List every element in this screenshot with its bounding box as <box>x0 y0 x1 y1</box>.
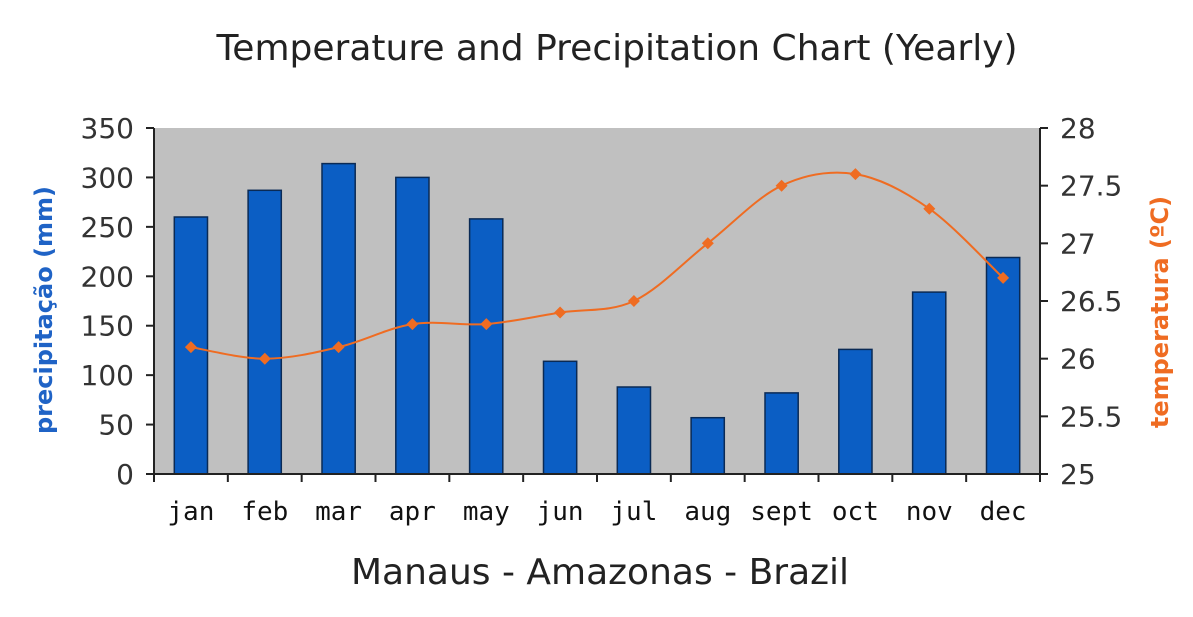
x-category-label: jun <box>537 497 584 527</box>
x-category-label: sept <box>750 497 813 527</box>
y-right-tick-label: 27.5 <box>1060 170 1122 203</box>
chart-subtitle: Manaus - Amazonas - Brazil <box>351 552 849 593</box>
x-category-label: jul <box>610 497 657 527</box>
precipitation-bar-feb <box>247 189 283 475</box>
temperature-marker-may <box>480 318 493 331</box>
precipitation-bar-jun <box>542 360 578 475</box>
y-right-tick-label: 27 <box>1060 227 1096 260</box>
temperature-marker-apr <box>406 318 419 331</box>
precipitation-bar-mar <box>321 162 356 475</box>
temperature-marker-jul <box>627 295 640 307</box>
precipitation-bar-nov <box>911 291 947 475</box>
x-category-label: dec <box>980 497 1027 527</box>
temperature-marker-jun <box>554 306 567 319</box>
y-left-tick-label: 200 <box>81 260 134 293</box>
x-category-label: jan <box>167 497 214 527</box>
x-category-label: may <box>463 497 510 527</box>
y-left-tick-label: 300 <box>81 161 134 194</box>
y-left-tick-label: 100 <box>81 359 134 392</box>
temperature-marker-sept <box>775 179 788 192</box>
precipitation-bar-may <box>468 218 504 475</box>
x-category-label: nov <box>906 497 953 527</box>
temperature-marker-nov <box>923 202 936 215</box>
y-left-tick-label: 0 <box>116 458 134 491</box>
x-category-label: aug <box>684 497 731 527</box>
precipitation-bar-oct <box>838 348 873 475</box>
y-left-tick-label: 150 <box>81 310 134 343</box>
x-category-label: feb <box>241 497 288 527</box>
y-left-tick-label: 50 <box>98 409 134 442</box>
precipitation-bar-sept <box>764 392 799 475</box>
temperature-marker-aug <box>701 237 714 250</box>
axes-layer: 0 50 100 150 200 250 300 350 25 25.5 26 26.5 27 27.5 2… <box>81 112 1123 527</box>
y-right-tick-label: 25 <box>1060 458 1096 491</box>
plot-area <box>154 128 1040 474</box>
temperature-marker-feb <box>258 352 271 365</box>
temperature-line-layer <box>184 168 1010 365</box>
x-category-label: apr <box>389 497 436 527</box>
precipitation-bar-aug <box>690 416 726 475</box>
y-axis-left-label: precipitação (mm) <box>30 186 58 434</box>
precipitation-bar-dec <box>985 256 1021 475</box>
temperature-marker-oct <box>849 168 862 181</box>
x-category-label: oct <box>832 497 879 527</box>
y-right-tick-label: 25.5 <box>1060 400 1122 433</box>
chart-title: Temperature and Precipitation Chart (Yea… <box>215 28 1017 69</box>
y-axis-right-label: temperatura (ºC) <box>1146 196 1174 428</box>
temperature-marker-dec <box>997 271 1010 284</box>
x-category-label: mar <box>315 497 362 527</box>
y-left-tick-label: 350 <box>81 112 134 145</box>
precipitation-bar-jul <box>616 386 652 475</box>
y-left-tick-label: 250 <box>81 211 134 244</box>
y-right-tick-label: 26.5 <box>1060 285 1122 318</box>
y-right-tick-label: 26 <box>1060 343 1096 376</box>
y-right-tick-label: 28 <box>1060 112 1096 145</box>
temperature-marker-jan <box>184 341 197 354</box>
temperature-marker-mar <box>332 341 345 354</box>
